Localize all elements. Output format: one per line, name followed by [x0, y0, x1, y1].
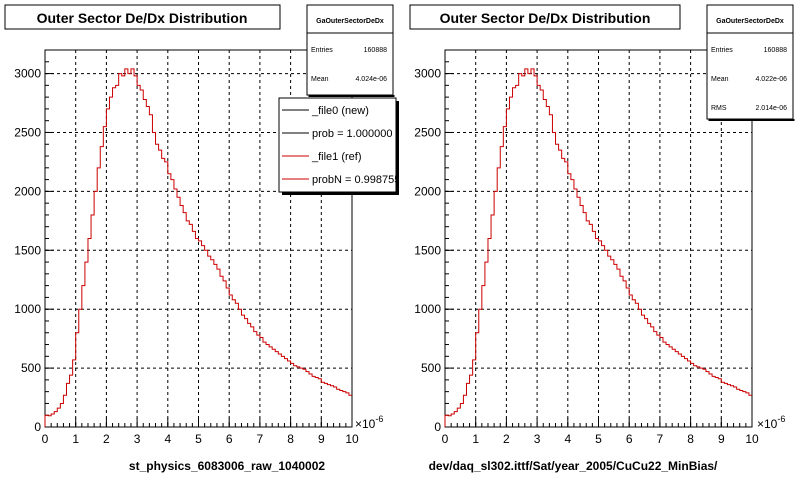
right-chart-title: Outer Sector De/Dx Distribution [440, 10, 651, 26]
left-legend-label: _file0 (new) [311, 105, 369, 117]
right-stats-label: RMS [711, 105, 727, 112]
left-x-tick-label: 9 [318, 432, 325, 446]
left-x-tick-label: 6 [226, 432, 233, 446]
left-stats-frame [306, 4, 394, 96]
right-y-tick-label: 1000 [414, 302, 441, 316]
left-legend-label: _file1 (ref) [311, 151, 362, 163]
right-x-tick-label: 9 [718, 432, 725, 446]
right-stats-frame [706, 4, 794, 120]
left-legend-entries: _file0 (new) prob = 1.000000 _file1 (ref) p… [282, 105, 400, 186]
right-histogram-panel: Outer Sector De/Dx Distribution dev/daq_… [409, 4, 795, 473]
right-x-axis-label: dev/daq_sl302.ittf/Sat/year_2005/CuCu22_… [429, 459, 718, 473]
left-y-tick-label: 3000 [14, 67, 41, 81]
right-x-tick-label: 1 [472, 432, 479, 446]
left-stats-box: GaOuterSectorDeDx Entries 160888 Mean 4.024e… [306, 4, 395, 97]
right-title-box [409, 4, 681, 30]
right-stats-label: Entries [711, 47, 733, 54]
right-stats-shadow [708, 119, 795, 121]
left-y-tick-label: 1500 [14, 243, 41, 257]
right-x-tick-label: 2 [503, 432, 510, 446]
right-x-exponent: ×10-6 [757, 414, 785, 431]
right-y-tick-label: 2000 [414, 184, 441, 198]
right-stats-box: GaOuterSectorDeDx Entries 160888 Mean 4.022e… [706, 4, 795, 121]
left-x-tick-label: 0 [42, 432, 49, 446]
left-y-tick-label: 0 [34, 420, 41, 434]
right-x-tick-label: 7 [657, 432, 664, 446]
left-x-tick-label: 2 [103, 432, 110, 446]
right-x-tick-label: 0 [442, 432, 449, 446]
right-histogram-series-0 [444, 68, 752, 427]
left-stats-name: GaOuterSectorDeDx [316, 18, 384, 25]
left-stats-label: Mean [311, 76, 329, 83]
left-x-tick-label: 1 [72, 432, 79, 446]
left-stats-shadow [308, 95, 395, 97]
left-histogram-series-0 [44, 68, 352, 427]
right-x-tick-label: 10 [745, 432, 759, 446]
left-legend-label: probN = 0.998755 [312, 174, 400, 186]
left-x-tick-label: 10 [345, 432, 359, 446]
left-legend: _file0 (new) prob = 1.000000 _file1 (ref) p… [278, 97, 400, 195]
right-x-tick-label: 8 [687, 432, 694, 446]
left-y-tick-label: 500 [21, 361, 41, 375]
left-stats-label: Entries [311, 47, 333, 54]
left-y-tick-label: 2500 [14, 125, 41, 139]
right-y-tick-label: 2500 [414, 125, 441, 139]
left-title-box [4, 4, 281, 30]
left-y-tick-label: 1000 [14, 302, 41, 316]
right-stats-label: Mean [711, 76, 729, 83]
left-x-tick-label: 5 [195, 432, 202, 446]
right-x-tick-label: 6 [626, 432, 633, 446]
right-x-tick-label: 3 [534, 432, 541, 446]
right-y-tick-label: 0 [434, 420, 441, 434]
left-x-axis-label: st_physics_6083006_raw_1040002 [129, 459, 325, 473]
left-stats-value: 4.024e-06 [355, 76, 387, 83]
right-x-tick-label: 5 [595, 432, 602, 446]
left-y-tick-label: 2000 [14, 184, 41, 198]
left-x-exponent: ×10-6 [355, 414, 383, 431]
left-stats-value: 160888 [364, 47, 387, 54]
right-stats-name: GaOuterSectorDeDx [716, 18, 784, 25]
left-histogram-panel: Outer Sector De/Dx Distribution st_physi… [4, 4, 400, 473]
left-x-tick-label: 8 [287, 432, 294, 446]
right-y-tick-label: 1500 [414, 243, 441, 257]
left-chart-title: Outer Sector De/Dx Distribution [37, 10, 248, 26]
left-legend-frame [278, 97, 397, 193]
left-legend-label: prob = 1.000000 [312, 128, 392, 140]
right-y-tick-label: 3000 [414, 67, 441, 81]
right-stats-value: 2.014e-06 [755, 105, 787, 112]
left-x-tick-label: 7 [257, 432, 264, 446]
right-y-tick-label: 500 [421, 361, 441, 375]
right-x-tick-label: 4 [564, 432, 571, 446]
right-stats-value: 160888 [764, 47, 787, 54]
right-stats-value: 4.022e-06 [755, 76, 787, 83]
left-x-tick-label: 4 [164, 432, 171, 446]
left-x-tick-label: 3 [134, 432, 141, 446]
